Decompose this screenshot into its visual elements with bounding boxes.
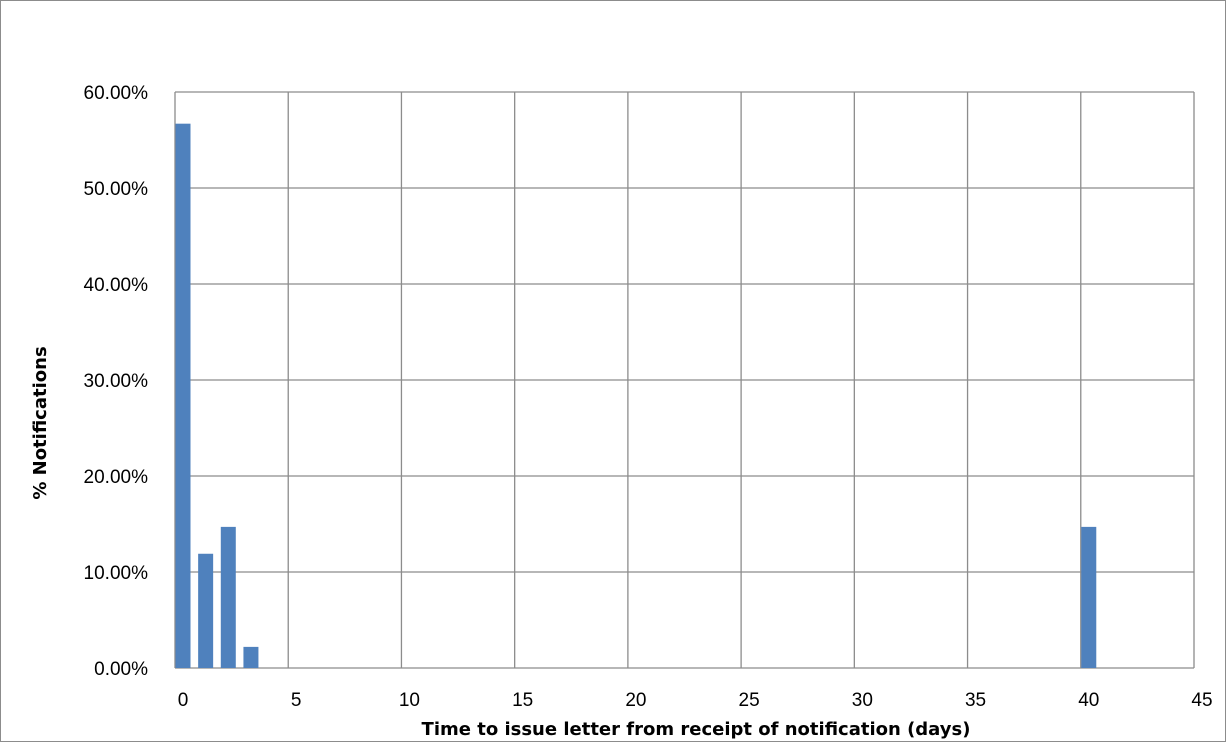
x-tick-labels: 0 5 10 15 20 25 30 35 40 45 (178, 690, 1213, 711)
x-tick-label: 30 (852, 690, 873, 711)
x-tick-label: 20 (625, 690, 646, 711)
y-tick-label: 50.00% (84, 179, 149, 200)
y-tick-labels: 0.00% 10.00% 20.00% 30.00% 40.00% 50.00% 60.00… (84, 83, 149, 680)
bar (243, 646, 259, 668)
bar (175, 123, 191, 669)
y-tick-label: 20.00% (84, 467, 149, 488)
y-tick-label: 10.00% (84, 563, 149, 584)
bar (220, 526, 236, 668)
y-tick-label: 60.00% (84, 83, 149, 104)
x-tick-label: 15 (512, 690, 533, 711)
x-axis-title: Time to issue letter from receipt of not… (422, 719, 971, 740)
y-axis-title: % Notifications (30, 346, 51, 499)
x-tick-label: 40 (1078, 690, 1099, 711)
bar (198, 553, 214, 668)
bar (1081, 526, 1097, 668)
x-tick-label: 35 (965, 690, 986, 711)
y-tick-label: 0.00% (94, 659, 148, 680)
y-tick-label: 40.00% (84, 275, 149, 296)
gridlines (174, 91, 1195, 669)
bars (175, 123, 1097, 669)
x-tick-label: 45 (1191, 690, 1212, 711)
x-tick-label: 0 (178, 690, 189, 711)
x-tick-label: 25 (739, 690, 760, 711)
y-tick-label: 30.00% (84, 371, 149, 392)
x-tick-label: 5 (291, 690, 302, 711)
x-tick-label: 10 (399, 690, 420, 711)
